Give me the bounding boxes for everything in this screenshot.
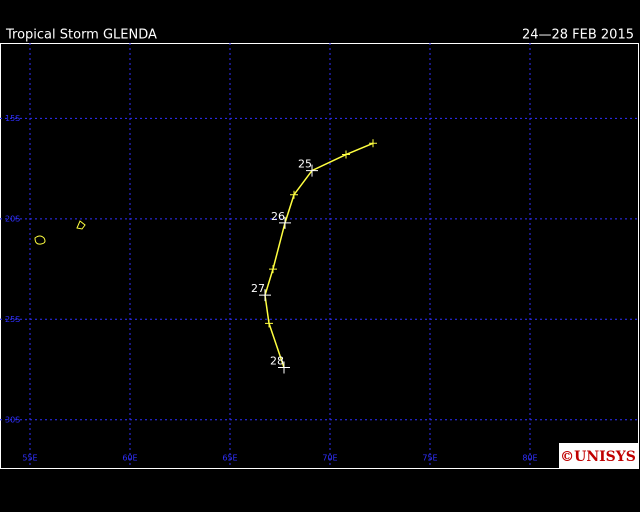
track-point bbox=[279, 216, 291, 229]
lat-label: 20S bbox=[5, 214, 20, 223]
track-point bbox=[265, 319, 273, 328]
lat-label: 25S bbox=[5, 315, 20, 324]
day-label: 28 bbox=[270, 355, 284, 368]
map-frame bbox=[0, 43, 639, 469]
day-label: 25 bbox=[298, 158, 312, 171]
lon-label: 65E bbox=[222, 454, 237, 463]
island bbox=[34, 235, 46, 245]
track-point bbox=[306, 164, 318, 177]
date-range: 24—28 FEB 2015 bbox=[522, 28, 634, 43]
lon-label: 55E bbox=[22, 454, 37, 463]
day-label: 27 bbox=[251, 282, 265, 295]
storm-track bbox=[264, 142, 374, 368]
day-label: 26 bbox=[271, 210, 285, 223]
lon-label: 60E bbox=[122, 454, 137, 463]
storm-title: Tropical Storm GLENDA bbox=[5, 28, 157, 43]
track-point bbox=[269, 265, 277, 274]
lat-label: 30S bbox=[5, 415, 20, 424]
track-point bbox=[342, 150, 350, 159]
map-layer: 55E 60E 65E 70E 75E 80E 15S 20S 25S 30S 25 26 27 28 bbox=[0, 43, 640, 468]
island bbox=[76, 220, 86, 230]
logo-box bbox=[559, 443, 638, 468]
lat-label: 15S bbox=[5, 114, 20, 123]
track-point bbox=[369, 139, 377, 148]
logo: ©UNISYS bbox=[560, 449, 636, 465]
lon-label: 80E bbox=[522, 454, 537, 463]
track-point bbox=[290, 190, 298, 199]
track-point bbox=[259, 289, 271, 302]
lon-label: 75E bbox=[422, 454, 437, 463]
lon-label: 70E bbox=[322, 454, 337, 463]
track-point bbox=[278, 361, 290, 374]
